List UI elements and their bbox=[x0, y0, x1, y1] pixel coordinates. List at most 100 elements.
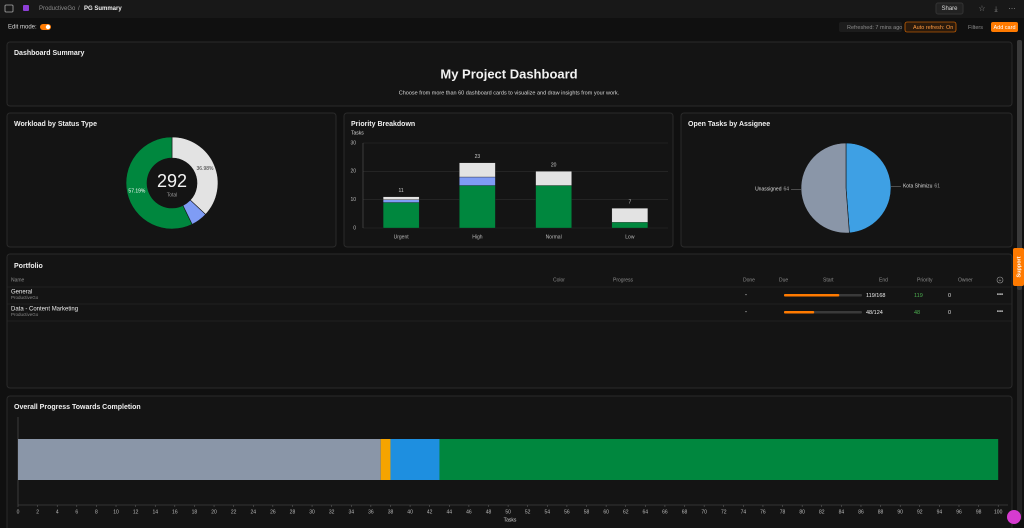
pie-value: 61 bbox=[934, 184, 940, 190]
support-label: Support bbox=[1016, 256, 1022, 277]
x-tick-label: 28 bbox=[290, 509, 296, 515]
x-tick-label: 74 bbox=[741, 509, 747, 515]
x-tick-label: Urgent bbox=[394, 234, 410, 240]
add-card-button[interactable] bbox=[991, 22, 1018, 32]
download-icon[interactable]: ⤓ bbox=[994, 6, 997, 13]
breadcrumb-separator: / bbox=[78, 6, 80, 12]
x-tick-label: 0 bbox=[17, 509, 20, 515]
pie-category: Kota Shimizu bbox=[903, 184, 933, 190]
x-tick-label: 50 bbox=[505, 509, 511, 515]
x-tick-label: 48 bbox=[486, 509, 492, 515]
breadcrumb-workspace[interactable]: ProductiveGo bbox=[39, 6, 76, 12]
bar-segment bbox=[382, 196, 420, 200]
row-workspace: ProductiveGo bbox=[11, 295, 39, 300]
x-tick-label: 54 bbox=[545, 509, 551, 515]
x-tick-label: 62 bbox=[623, 509, 629, 515]
progress-label: 119/168 bbox=[866, 293, 885, 299]
donut-slice bbox=[125, 136, 193, 230]
x-tick-label: 26 bbox=[270, 509, 276, 515]
x-tick-label: 30 bbox=[309, 509, 315, 515]
workload-card bbox=[6, 112, 337, 248]
x-tick-label: 38 bbox=[388, 509, 394, 515]
x-tick-label: 32 bbox=[329, 509, 335, 515]
x-tick-label: High bbox=[472, 234, 483, 240]
edit-mode-label: Edit mode: bbox=[8, 25, 37, 31]
column-header: End bbox=[879, 277, 888, 283]
x-tick-label: 10 bbox=[113, 509, 119, 515]
column-header: Done bbox=[743, 277, 755, 283]
pie-category: Unassigned bbox=[755, 187, 782, 193]
bar-segment bbox=[535, 185, 572, 229]
x-tick-label: 68 bbox=[682, 509, 688, 515]
bar-total-label: 23 bbox=[475, 154, 481, 160]
filters-button[interactable]: Filters bbox=[968, 25, 983, 31]
card-title: Priority Breakdown bbox=[351, 121, 415, 128]
x-tick-label: 72 bbox=[721, 509, 727, 515]
x-tick-label: 40 bbox=[407, 509, 413, 515]
sidebar-icon[interactable] bbox=[4, 4, 14, 13]
more-icon[interactable]: ⋯ bbox=[1009, 6, 1016, 13]
star-icon[interactable]: ☆ bbox=[978, 4, 985, 13]
card-title: Portfolio bbox=[14, 263, 43, 270]
x-axis-label: Tasks bbox=[504, 517, 517, 523]
auto-refresh-pill[interactable] bbox=[904, 21, 957, 33]
help-bubble[interactable] bbox=[1007, 510, 1021, 524]
auto-refresh-text: Auto refresh: On bbox=[913, 25, 953, 31]
row-menu[interactable]: ••• bbox=[997, 293, 1003, 299]
column-header: Start bbox=[823, 277, 834, 283]
row-name: General bbox=[11, 290, 32, 296]
x-tick-label: 2 bbox=[36, 509, 39, 515]
bar-segment bbox=[459, 162, 496, 178]
x-tick-label: 52 bbox=[525, 509, 531, 515]
x-tick-label: 90 bbox=[897, 509, 903, 515]
y-tick-label: 30 bbox=[350, 140, 356, 146]
share-label: Share bbox=[941, 6, 958, 12]
bar-segment bbox=[439, 439, 999, 480]
x-tick-label: 56 bbox=[564, 509, 570, 515]
x-tick-label: 58 bbox=[584, 509, 590, 515]
workspace-icon bbox=[23, 5, 29, 11]
x-tick-label: 86 bbox=[858, 509, 864, 515]
column-header: Progress bbox=[613, 277, 634, 283]
x-tick-label: 100 bbox=[994, 509, 1003, 515]
row-completed: 48 bbox=[914, 310, 920, 316]
share-button[interactable] bbox=[935, 2, 964, 15]
row-menu[interactable]: ••• bbox=[997, 310, 1003, 316]
x-tick-label: 98 bbox=[976, 509, 982, 515]
donut-value-label: 57.19% bbox=[128, 188, 146, 194]
card-title: Dashboard Summary bbox=[14, 50, 85, 57]
x-tick-label: Low bbox=[625, 234, 635, 240]
x-tick-label: 16 bbox=[172, 509, 178, 515]
x-tick-label: 88 bbox=[878, 509, 884, 515]
pie-value: 64 bbox=[783, 187, 789, 193]
add-column-plus: + bbox=[999, 278, 1002, 284]
x-tick-label: 22 bbox=[231, 509, 237, 515]
refresh-pill[interactable] bbox=[839, 22, 902, 32]
row-completed: 119 bbox=[914, 293, 923, 299]
card-title: Overall Progress Towards Completion bbox=[14, 404, 141, 411]
y-tick-label: 0 bbox=[353, 225, 356, 231]
x-tick-label: 94 bbox=[937, 509, 943, 515]
scrollbar-thumb[interactable] bbox=[1017, 40, 1022, 290]
x-tick-label: 78 bbox=[780, 509, 786, 515]
add-column-icon[interactable] bbox=[996, 276, 1004, 284]
breadcrumb-page: PG Summary bbox=[84, 6, 122, 12]
x-tick-label: 46 bbox=[466, 509, 472, 515]
x-tick-label: 66 bbox=[662, 509, 668, 515]
refreshed-text: Refreshed: 7 mins ago bbox=[847, 25, 902, 31]
priority-card bbox=[343, 112, 674, 248]
pie-slice bbox=[845, 142, 892, 234]
support-tab[interactable] bbox=[1013, 248, 1024, 286]
y-tick-label: 20 bbox=[350, 169, 356, 175]
x-tick-label: 92 bbox=[917, 509, 923, 515]
bar-segment bbox=[380, 439, 391, 480]
row-done: - bbox=[745, 310, 747, 316]
progress-fill bbox=[784, 311, 815, 314]
row-workspace: ProductiveGo bbox=[11, 312, 39, 317]
x-tick-label: 64 bbox=[643, 509, 649, 515]
pie-label: Kota Shimizu 61 bbox=[903, 184, 940, 190]
x-tick-label: 6 bbox=[75, 509, 78, 515]
bar-total-label: 11 bbox=[399, 188, 404, 194]
header-bar bbox=[0, 0, 1024, 18]
